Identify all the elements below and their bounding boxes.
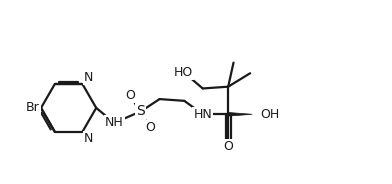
Polygon shape bbox=[229, 113, 252, 116]
Text: O: O bbox=[145, 121, 155, 134]
Text: O: O bbox=[125, 89, 135, 102]
Text: HN: HN bbox=[193, 108, 212, 121]
Text: N: N bbox=[84, 71, 93, 84]
Text: Br: Br bbox=[26, 101, 40, 114]
Text: O: O bbox=[223, 140, 233, 153]
Text: N: N bbox=[84, 132, 93, 145]
Text: S: S bbox=[136, 105, 145, 118]
Text: HO: HO bbox=[174, 66, 193, 79]
Text: NH: NH bbox=[105, 116, 124, 129]
Text: OH: OH bbox=[260, 108, 279, 121]
